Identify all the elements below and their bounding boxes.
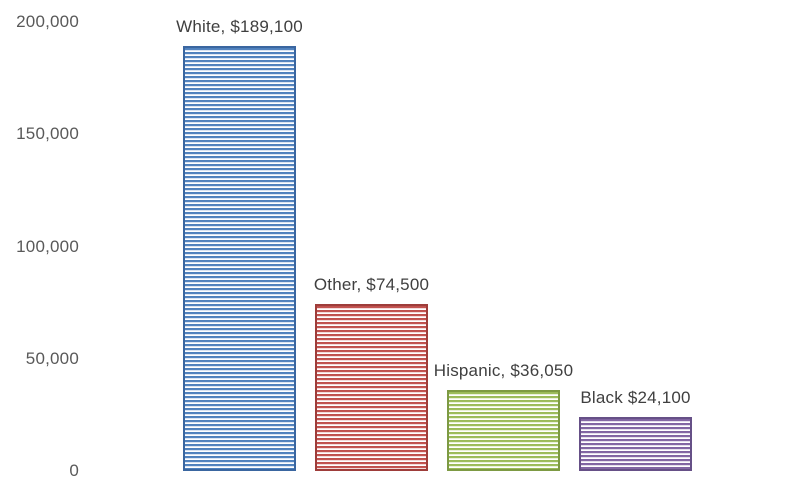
y-axis-tick-label: 100,000 [16, 236, 79, 256]
bar-other [315, 303, 428, 471]
y-axis-tick-label: 50,000 [25, 348, 79, 368]
bar-white [183, 46, 296, 471]
bar-data-label-hispanic: Hispanic, $36,050 [433, 361, 574, 381]
bar-black [579, 416, 692, 471]
bar-data-label-black: Black $24,100 [580, 387, 691, 407]
bar-data-label-white: White, $189,100 [176, 17, 303, 37]
y-axis-tick-label: 0 [69, 461, 79, 480]
bar-hispanic [447, 390, 560, 471]
y-axis-tick-label: 200,000 [16, 12, 79, 31]
bar-data-label-other: Other, $74,500 [313, 274, 430, 294]
y-axis-tick-label: 150,000 [16, 124, 79, 144]
